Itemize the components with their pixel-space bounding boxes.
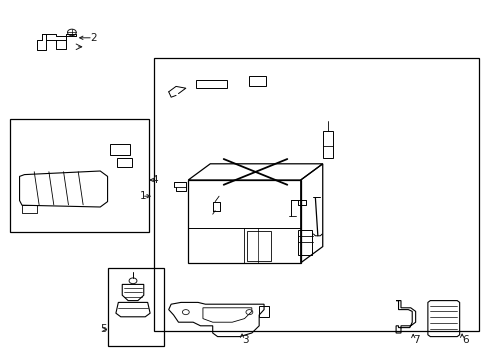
Bar [107,268,163,346]
Text: 6: 6 [461,335,468,345]
Bar [195,80,227,88]
Bar [249,76,265,86]
Bar [117,158,132,167]
Bar [259,306,268,317]
Bar [322,131,333,158]
Bar [10,119,149,232]
Bar [246,231,271,261]
Bar [298,230,311,255]
Text: 5: 5 [100,324,107,334]
Text: 2: 2 [90,33,97,43]
Bar [110,144,129,155]
Text: 4: 4 [151,175,158,185]
Text: 1: 1 [139,191,146,201]
Bar [154,58,478,331]
Text: 7: 7 [412,335,419,345]
Bar [188,180,300,263]
Text: 3: 3 [242,335,248,345]
